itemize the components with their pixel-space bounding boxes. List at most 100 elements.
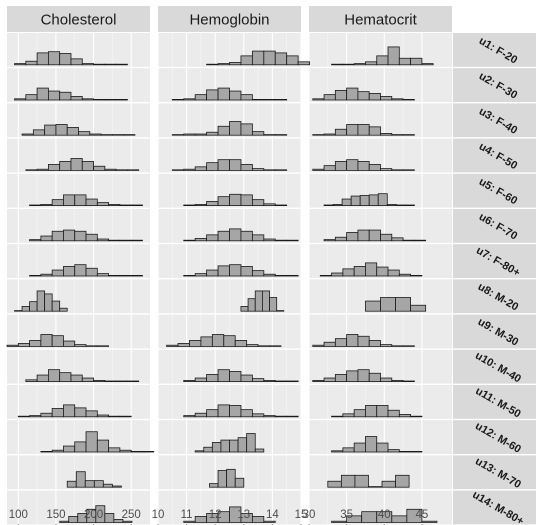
histogram-bar	[234, 340, 248, 347]
histogram-bar	[312, 344, 325, 347]
histogram-u1-f-20-hematocrit	[331, 46, 434, 66]
histogram-bar	[111, 485, 122, 488]
histogram-bar	[203, 446, 213, 453]
histogram-bar	[334, 161, 348, 171]
histogram-bar	[334, 236, 348, 242]
histogram-bar	[74, 264, 87, 277]
histogram-bar	[217, 404, 230, 418]
histogram-bar	[206, 269, 219, 277]
histogram-bar	[59, 307, 68, 312]
histogram-bar	[387, 409, 400, 418]
histogram-bar	[32, 129, 46, 136]
histogram-bar	[263, 99, 276, 101]
histogram-bar	[66, 480, 77, 488]
histogram-bar	[346, 159, 359, 171]
histogram-bar	[206, 234, 219, 242]
histogram-bar	[346, 124, 359, 136]
histogram-bar	[380, 344, 393, 347]
histogram-bar	[40, 273, 53, 277]
histogram-bar	[353, 63, 366, 66]
histogram-bar	[85, 431, 98, 453]
histogram-bar	[395, 474, 410, 488]
strip-hemoglobin	[158, 6, 301, 32]
histogram-bar	[171, 99, 185, 101]
histogram-bar	[240, 409, 253, 418]
histogram-bar	[36, 52, 49, 66]
histogram-bar	[380, 168, 393, 171]
histogram-bar	[342, 268, 355, 277]
histogram-u11-m-50-hemoglobin	[183, 404, 299, 418]
histogram-bar	[240, 230, 253, 242]
histogram-bar	[402, 380, 415, 383]
histogram-bar	[130, 274, 143, 277]
histogram-bar	[276, 310, 285, 312]
histogram-bar	[194, 412, 208, 418]
histogram-bar	[63, 229, 76, 242]
histogram-bar	[183, 239, 196, 242]
histogram-bar	[357, 124, 370, 136]
histogram-bar	[206, 201, 219, 206]
histogram-bar	[183, 133, 196, 136]
histogram-bar	[274, 52, 288, 66]
histogram-bar	[104, 380, 117, 383]
histogram-u8-m-20-cholesterol	[14, 290, 68, 312]
histogram-bar	[47, 51, 61, 66]
histogram-bar	[323, 204, 334, 207]
histogram-bar	[274, 169, 288, 171]
histogram-bar	[286, 274, 299, 277]
histogram-bar	[332, 204, 343, 207]
histogram-u14-m-80-hematocrit	[331, 508, 438, 523]
histogram-bar	[217, 63, 230, 66]
histogram-bar	[240, 194, 253, 206]
histogram-bar	[240, 55, 253, 66]
x-tick-label-hemoglobin-10: 10	[152, 509, 165, 521]
histogram-bar	[331, 63, 344, 66]
histogram-bar	[85, 410, 98, 418]
histogram-bar	[194, 133, 208, 136]
histogram-bar	[421, 520, 438, 523]
histogram-bar	[234, 477, 245, 488]
histogram-bar	[229, 405, 242, 418]
histogram-bar	[171, 169, 185, 171]
histogram-bar	[209, 483, 219, 488]
histogram-bar	[398, 414, 412, 418]
histogram-bar	[263, 380, 276, 382]
histogram-bar	[240, 123, 253, 136]
x-tick-label-hematocrit-35: 35	[340, 509, 353, 521]
row-strip-u2-f-30	[453, 68, 536, 102]
histogram-bar	[406, 508, 423, 523]
histogram-bar	[368, 340, 381, 347]
histogram-bar	[70, 158, 83, 171]
histogram-bar	[17, 415, 30, 418]
histogram-bar	[346, 232, 359, 242]
histogram-bar	[368, 93, 381, 101]
histogram-u13-m-70-cholesterol	[66, 471, 122, 488]
histogram-bar	[81, 98, 94, 101]
x-tick-label-hematocrit-40: 40	[378, 509, 391, 521]
histogram-u14-m-80-cholesterol	[59, 505, 133, 523]
histogram-bar	[142, 450, 155, 453]
histogram-bar	[119, 239, 132, 242]
histogram-bar	[14, 310, 23, 312]
histogram-bar	[70, 96, 83, 101]
histogram-u7-f-80-hematocrit	[319, 262, 423, 277]
histogram-bar	[410, 57, 423, 66]
row-strip-u9-m-30	[453, 314, 536, 349]
histogram-bar	[229, 371, 242, 382]
histogram-bar	[381, 480, 396, 488]
x-tick-label-hemoglobin-15: 15	[295, 509, 308, 521]
histogram-bar	[386, 204, 397, 207]
histogram-bar	[63, 340, 76, 347]
histogram-u8-m-20-hemoglobin	[240, 290, 285, 312]
histogram-bar	[102, 483, 113, 488]
histogram-bar	[96, 202, 110, 206]
histogram-bar	[410, 274, 423, 277]
histogram-bar	[391, 515, 408, 523]
row-strip-u14-m-80	[453, 490, 536, 525]
histogram-bar	[166, 344, 179, 347]
histogram-bar	[194, 377, 208, 382]
histogram-bar	[229, 193, 242, 207]
x-tick-label-cholesterol-150: 150	[46, 509, 65, 521]
histogram-bar	[47, 90, 61, 101]
